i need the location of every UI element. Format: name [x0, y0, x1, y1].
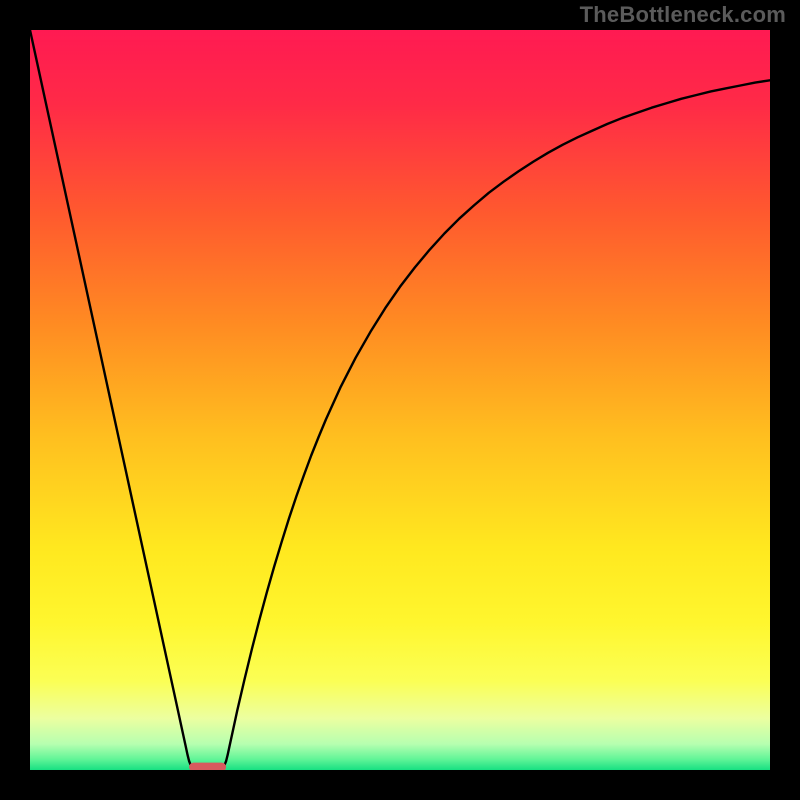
plot-svg	[30, 30, 770, 770]
optimal-marker	[189, 763, 226, 770]
plot-area	[30, 30, 770, 770]
watermark-text: TheBottleneck.com	[580, 2, 786, 28]
chart-frame: TheBottleneck.com	[0, 0, 800, 800]
gradient-background	[30, 30, 770, 770]
